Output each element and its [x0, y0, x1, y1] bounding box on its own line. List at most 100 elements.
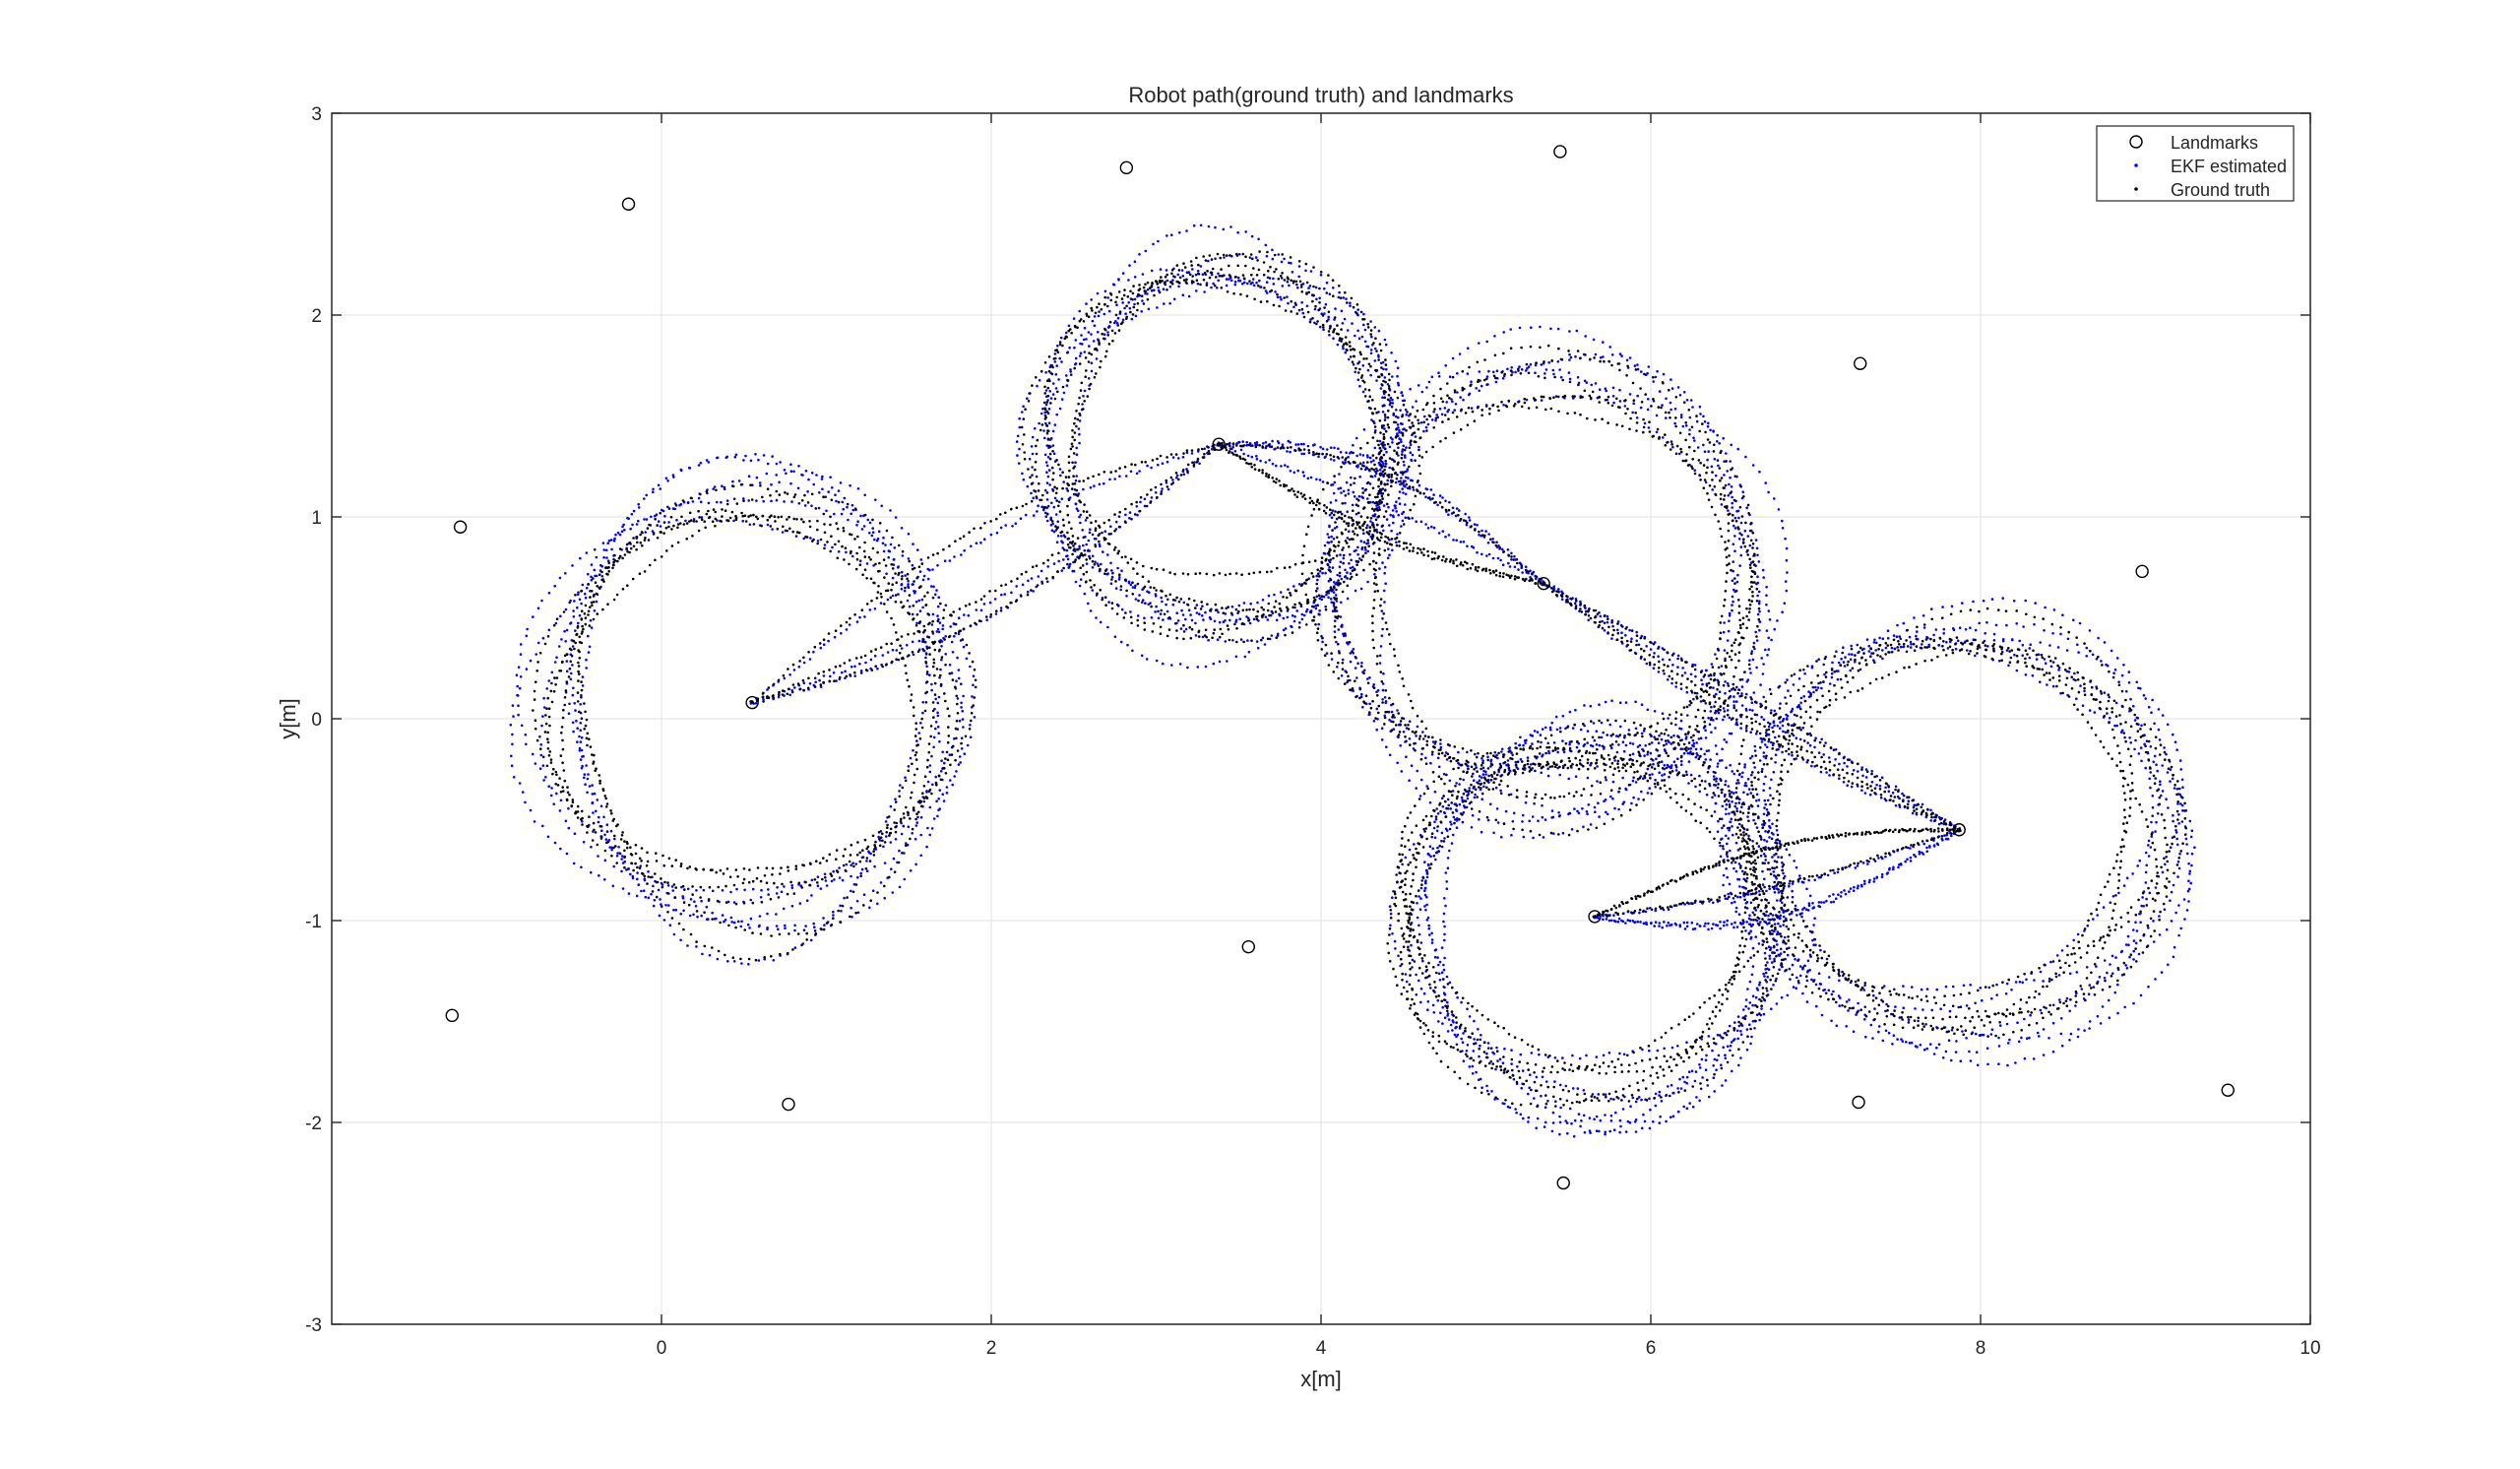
ekf-estimated-path-point	[1650, 741, 1654, 744]
ekf-estimated-path-point	[1587, 803, 1591, 806]
ekf-estimated-path-point	[926, 780, 930, 784]
ekf-estimated-path-point	[2088, 1027, 2091, 1030]
ekf-estimated-path-point	[1338, 290, 1341, 294]
ekf-estimated-path-point	[1442, 912, 1446, 916]
ekf-estimated-path-point	[789, 481, 792, 485]
ekf-estimated-path-point	[1518, 365, 1521, 368]
ekf-estimated-path-point	[1558, 1115, 1561, 1118]
ekf-estimated-path-point	[1738, 772, 1741, 776]
ekf-estimated-path-point	[1550, 816, 1553, 819]
ekf-estimated-path-point	[571, 564, 574, 567]
ekf-estimated-path-point	[1764, 648, 1767, 652]
ekf-estimated-path-point	[742, 459, 745, 462]
ekf-estimated-path-point	[1043, 453, 1047, 457]
ekf-estimated-path-point	[876, 667, 879, 671]
ekf-estimated-path-point	[602, 878, 606, 881]
ekf-estimated-path-point	[1618, 388, 1621, 392]
ekf-estimated-path-point	[1562, 750, 1566, 754]
ekf-estimated-path-point	[1358, 475, 1361, 479]
ekf-estimated-path-point	[737, 479, 741, 482]
ekf-estimated-path-point	[2076, 1035, 2080, 1039]
ekf-estimated-path-point	[921, 606, 924, 609]
ekf-estimated-path-point	[1068, 346, 1071, 350]
ekf-estimated-path-point	[1362, 541, 1366, 543]
ekf-estimated-path-point	[1302, 475, 1306, 478]
ekf-estimated-path-point	[564, 607, 568, 611]
ekf-estimated-path-point	[1352, 362, 1355, 366]
ekf-estimated-path-point	[1652, 1120, 1655, 1123]
ekf-estimated-path-point	[1935, 988, 1938, 991]
ekf-estimated-path-point	[777, 695, 781, 699]
ekf-estimated-path-point	[672, 909, 675, 912]
ekf-estimated-path-point	[621, 855, 624, 858]
ekf-estimated-path-point	[1573, 1118, 1577, 1122]
ekf-estimated-path-point	[1694, 785, 1697, 789]
ekf-estimated-path-point	[839, 481, 843, 484]
ekf-estimated-path-point	[847, 518, 850, 522]
ekf-estimated-path-point	[1383, 601, 1386, 604]
ekf-estimated-path-point	[1654, 375, 1658, 379]
ekf-estimated-path-point	[909, 869, 913, 872]
ekf-estimated-path-point	[686, 944, 689, 947]
ekf-estimated-path-point	[1147, 307, 1151, 311]
ekf-estimated-path-point	[1392, 521, 1395, 525]
ekf-estimated-path-point	[793, 946, 797, 949]
ekf-estimated-path-point	[1730, 791, 1733, 794]
ekf-estimated-path-point	[2123, 735, 2126, 739]
ekf-estimated-path-point	[519, 675, 523, 678]
ekf-estimated-path-point	[517, 713, 520, 717]
ekf-estimated-path-point	[1816, 686, 1820, 689]
ekf-estimated-path-point	[1084, 519, 1088, 522]
ekf-estimated-path-point	[2180, 820, 2184, 823]
ekf-estimated-path-point	[1313, 307, 1317, 311]
ekf-estimated-path-point	[1773, 923, 1777, 926]
ekf-estimated-path-point	[2100, 660, 2103, 663]
ekf-estimated-path-point	[1181, 456, 1185, 459]
ekf-estimated-path-point	[1333, 459, 1336, 462]
ekf-estimated-path-point	[1450, 842, 1454, 845]
ekf-estimated-path-point	[1900, 1038, 1903, 1041]
ekf-estimated-path-point	[1301, 471, 1305, 474]
ekf-estimated-path-point	[1472, 1050, 1476, 1053]
ekf-estimated-path-point	[725, 455, 728, 459]
ekf-estimated-path-point	[1510, 366, 1513, 369]
ekf-estimated-path-point	[1709, 428, 1712, 432]
ekf-estimated-path-point	[1553, 1056, 1557, 1059]
ekf-estimated-path-point	[2059, 1032, 2063, 1036]
ekf-estimated-path-point	[1502, 404, 1505, 407]
ekf-estimated-path-point	[1421, 959, 1424, 963]
ekf-estimated-path-point	[1131, 649, 1134, 653]
ekf-estimated-path-point	[2033, 979, 2036, 982]
ekf-estimated-path-point	[1408, 779, 1411, 782]
ekf-estimated-path-point	[1369, 351, 1373, 355]
ekf-estimated-path-point	[1367, 713, 1371, 716]
ekf-estimated-path-point	[1201, 273, 1205, 277]
ekf-estimated-path-point	[930, 754, 933, 758]
ekf-estimated-path-point	[1481, 766, 1485, 770]
ekf-estimated-path-point	[1769, 794, 1772, 798]
ekf-estimated-path-point	[1331, 609, 1335, 612]
ekf-estimated-path-point	[848, 623, 851, 626]
ekf-estimated-path-point	[632, 509, 636, 513]
ekf-estimated-path-point	[1325, 593, 1328, 597]
ekf-estimated-path-point	[1110, 575, 1114, 579]
ekf-estimated-path-point	[1286, 465, 1290, 469]
ekf-estimated-path-point	[688, 467, 692, 470]
ekf-estimated-path-point	[1679, 763, 1683, 766]
ekf-estimated-path-point	[1729, 1044, 1732, 1048]
ekf-estimated-path-point	[654, 514, 657, 518]
ekf-estimated-path-point	[1267, 594, 1271, 598]
ekf-estimated-path-point	[707, 501, 711, 505]
ekf-estimated-path-point	[1405, 414, 1408, 416]
ekf-estimated-path-point	[941, 624, 945, 627]
ekf-estimated-path-point	[1364, 548, 1367, 551]
ekf-estimated-path-point	[1558, 368, 1561, 371]
ekf-estimated-path-point	[1178, 663, 1182, 666]
ekf-estimated-path-point	[1451, 1019, 1455, 1022]
ekf-estimated-path-point	[782, 907, 786, 911]
ekf-estimated-path-point	[1106, 572, 1109, 575]
ekf-estimated-path-point	[2086, 924, 2090, 927]
ekf-estimated-path-point	[789, 470, 793, 474]
ekf-estimated-path-point	[1558, 727, 1562, 730]
ekf-estimated-path-point	[1594, 352, 1598, 356]
